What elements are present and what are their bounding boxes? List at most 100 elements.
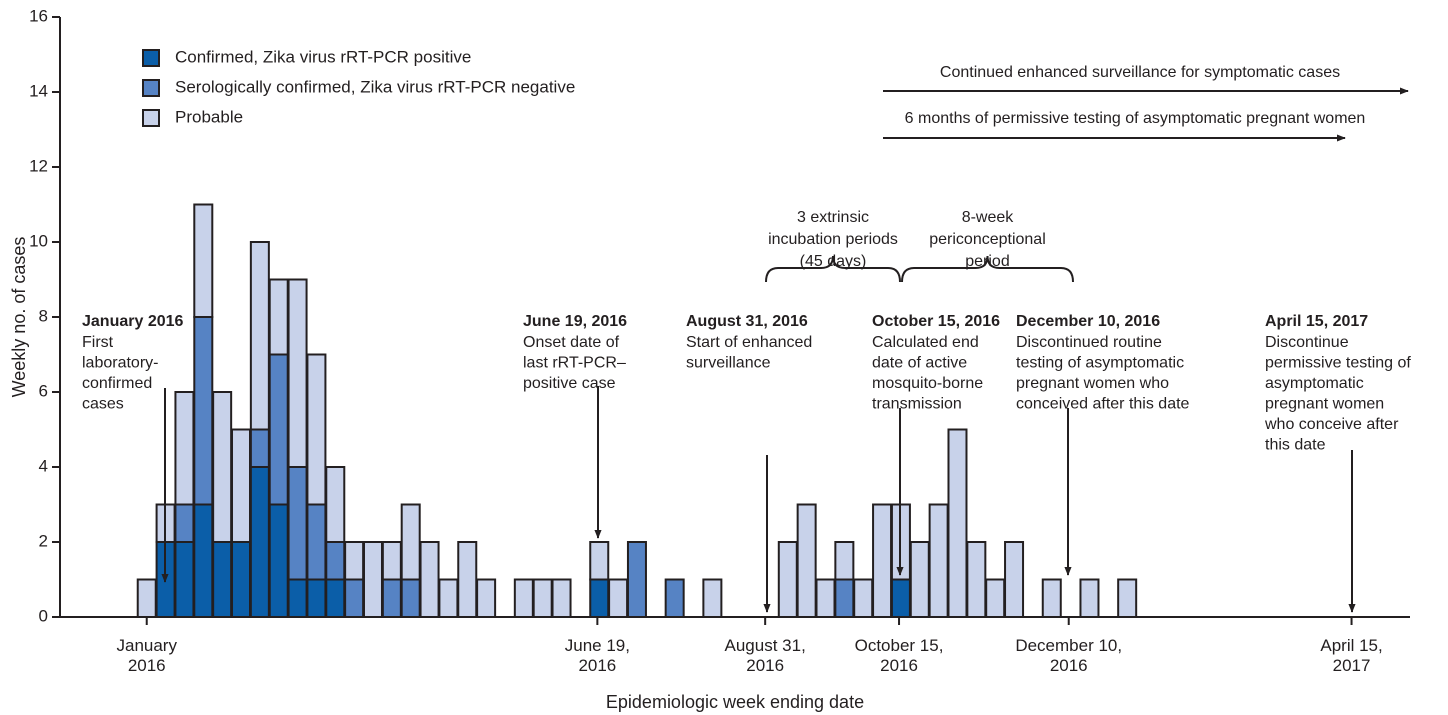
legend-swatch <box>142 109 160 127</box>
annotation-line: who conceive after <box>1264 416 1399 433</box>
bar-segment <box>1004 541 1025 618</box>
x-tick-label: June 19, 2016 <box>565 636 630 675</box>
annotation-line: Start of enhanced <box>686 334 812 351</box>
bar-segment <box>287 278 308 468</box>
x-tick-label: August 31, 2016 <box>725 636 806 675</box>
annotation-line: Calculated end <box>872 334 979 351</box>
annotation-line: pregnant women who <box>1016 375 1169 392</box>
period-label: periconceptional <box>929 231 1046 248</box>
bar-segment <box>947 428 968 618</box>
bar-segment <box>457 541 478 618</box>
bar-segment <box>890 578 911 618</box>
bar-segment <box>249 241 270 431</box>
bar-segment <box>608 578 629 618</box>
annotation-title: December 10, 2016 <box>1016 313 1160 330</box>
bar-segment <box>231 428 252 543</box>
period-label: 8-week <box>962 209 1015 226</box>
annotation-line: First <box>82 334 114 351</box>
annotation-line: positive case <box>523 375 616 392</box>
bar-segment <box>174 541 195 618</box>
legend-swatch <box>142 49 160 67</box>
bar-segment <box>476 578 497 618</box>
annotation-line: laboratory- <box>82 355 158 372</box>
bar-segment <box>438 578 459 618</box>
bar-segment <box>249 466 270 618</box>
bar-segment <box>174 503 195 543</box>
bar-segment <box>589 578 610 618</box>
annotation-line: this date <box>1265 437 1326 454</box>
bar-segment <box>212 391 233 543</box>
annotation-line: cases <box>82 396 124 413</box>
annotation-line: surveillance <box>686 355 771 372</box>
bar-segment <box>249 428 270 468</box>
bar-segment <box>834 541 855 581</box>
bar-segment <box>306 503 327 581</box>
bar-segment <box>589 541 610 581</box>
bar-segment <box>212 541 233 618</box>
bar-segment <box>1041 578 1062 618</box>
bar-segment <box>193 316 214 506</box>
annotation-line: testing of asymptomatic <box>1016 355 1184 372</box>
bar-segment <box>287 466 308 581</box>
bar-segment <box>306 578 327 618</box>
bar-segment <box>325 541 346 581</box>
legend-label: Serologically confirmed, Zika virus rRT-… <box>175 77 575 96</box>
range-label: Continued enhanced surveillance for symp… <box>940 64 1340 81</box>
bar-segment <box>872 503 893 618</box>
bar-segment <box>231 541 252 618</box>
bar-segment <box>834 578 855 618</box>
brace <box>901 255 1074 283</box>
annotation-line: Onset date of <box>523 334 620 351</box>
y-tick-label: 16 <box>29 6 48 25</box>
y-tick-label: 8 <box>39 306 48 325</box>
annotation-line: date of active <box>872 355 967 372</box>
annotation-title: August 31, 2016 <box>686 313 808 330</box>
annotation-line: last rRT-PCR– <box>523 355 626 372</box>
annotation-line: Discontinue <box>1265 334 1349 351</box>
bar-segment <box>909 541 930 618</box>
bar-segment <box>268 503 289 618</box>
annotation-line: transmission <box>872 396 962 413</box>
bar-segment <box>268 278 289 356</box>
bar-segment <box>853 578 874 618</box>
annotation-title: April 15, 2017 <box>1265 313 1368 330</box>
bar-segment <box>796 503 817 618</box>
annotation-line: confirmed <box>82 375 152 392</box>
bar-segment <box>306 353 327 506</box>
x-tick-label: April 15, 2017 <box>1320 636 1382 675</box>
brace <box>765 255 901 283</box>
x-tick-label: January 2016 <box>116 636 177 675</box>
annotation-title: June 19, 2016 <box>523 313 627 330</box>
bar-segment <box>381 541 402 581</box>
bar-segment <box>532 578 553 618</box>
bar-segment <box>400 578 421 618</box>
bar-segment <box>193 203 214 318</box>
bar-segment <box>815 578 836 618</box>
annotation-title: October 15, 2016 <box>872 313 1000 330</box>
annotation-line: Discontinued routine <box>1016 334 1162 351</box>
annotation-line: pregnant women <box>1265 396 1384 413</box>
bar-segment <box>136 578 157 618</box>
bar-segment <box>664 578 685 618</box>
period-label: incubation periods <box>768 231 898 248</box>
annotation-line: mosquito-borne <box>872 375 983 392</box>
bar-segment <box>551 578 572 618</box>
bar-segment <box>400 503 421 581</box>
bar-segment <box>1079 578 1100 618</box>
y-axis-title: Weekly no. of cases <box>9 237 29 398</box>
bar-segment <box>513 578 534 618</box>
bar-segment <box>702 578 723 618</box>
y-tick-label: 6 <box>39 381 48 400</box>
bar-segment <box>362 541 383 618</box>
y-tick-label: 10 <box>29 231 48 250</box>
y-tick-label: 0 <box>39 606 48 625</box>
bar-segment <box>626 541 647 618</box>
bar-segment <box>325 578 346 618</box>
bar-segment <box>419 541 440 618</box>
y-tick-label: 12 <box>29 156 48 175</box>
period-label: 3 extrinsic <box>797 209 869 226</box>
bar-segment <box>325 466 346 543</box>
bar-segment <box>344 541 365 581</box>
x-axis-title: Epidemiologic week ending date <box>606 692 864 712</box>
